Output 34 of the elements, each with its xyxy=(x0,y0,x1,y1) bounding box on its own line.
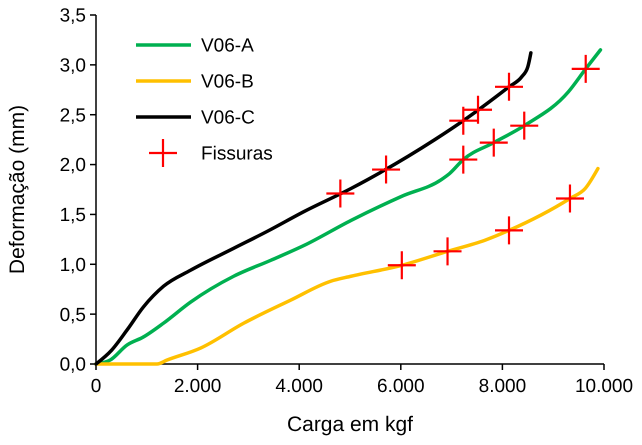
point xyxy=(495,216,524,244)
y-tick-label: 0,0 xyxy=(60,354,86,376)
legend-label: V06-C xyxy=(201,108,255,129)
x-tick-label: 10.000 xyxy=(574,376,634,397)
point xyxy=(434,237,462,266)
y-tick-label: 3,0 xyxy=(60,56,86,77)
x-axis-title: Carga em kgf xyxy=(286,413,414,436)
y-tick-label: 1,0 xyxy=(60,254,86,276)
y-tick-label: 3,5 xyxy=(60,6,86,27)
x-tick-label: 4.000 xyxy=(275,376,323,397)
point xyxy=(480,128,508,157)
point xyxy=(326,179,354,208)
point xyxy=(372,156,400,184)
legend-label: V06-A xyxy=(201,36,254,57)
x-tick-label: 8.000 xyxy=(478,376,526,397)
point xyxy=(449,106,478,135)
legend-label: V06-B xyxy=(201,72,254,93)
y-tick-label: 2,0 xyxy=(60,155,86,176)
point xyxy=(449,146,478,174)
point xyxy=(556,184,584,212)
point xyxy=(510,112,538,140)
y-tick-label: 0,5 xyxy=(60,304,86,326)
y-axis-title: Deformação (mm) xyxy=(6,104,29,274)
y-tick-label: 2,5 xyxy=(60,105,86,126)
point xyxy=(388,251,416,280)
point xyxy=(464,96,492,124)
point xyxy=(572,54,600,83)
point xyxy=(495,72,524,101)
x-tick-label: 2.000 xyxy=(174,376,222,397)
y-tick-label: 1,5 xyxy=(60,205,86,226)
x-tick-label: 6.000 xyxy=(377,376,425,397)
x-tick-label: 0 xyxy=(90,376,102,397)
legend-label: Fissuras xyxy=(201,144,273,165)
line-series xyxy=(94,166,600,366)
